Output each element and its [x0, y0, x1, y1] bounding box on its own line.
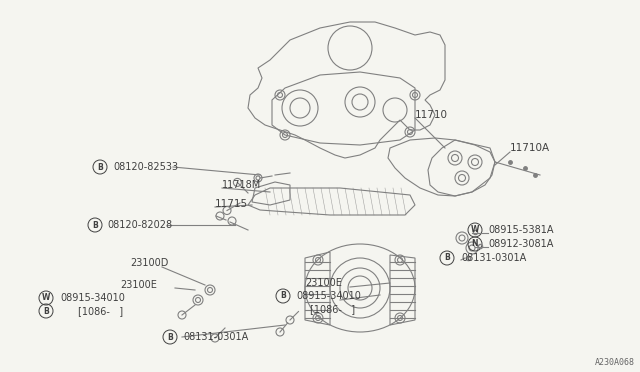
Text: 08131-0301A: 08131-0301A: [183, 332, 248, 342]
Text: [1086-   ]: [1086- ]: [310, 304, 355, 314]
Text: 23100E: 23100E: [305, 278, 342, 288]
Text: W: W: [42, 294, 50, 302]
Text: B: B: [167, 333, 173, 341]
Text: 11710A: 11710A: [510, 143, 550, 153]
Text: 08131-0301A: 08131-0301A: [461, 253, 526, 263]
Text: 08915-5381A: 08915-5381A: [488, 225, 554, 235]
Text: 11715: 11715: [215, 199, 248, 209]
Text: N: N: [472, 240, 478, 248]
Text: 08120-82028: 08120-82028: [107, 220, 172, 230]
Text: [1086-   ]: [1086- ]: [78, 306, 123, 316]
Text: 23100D: 23100D: [130, 258, 168, 268]
Text: B: B: [280, 292, 286, 301]
Text: 08912-3081A: 08912-3081A: [488, 239, 554, 249]
Text: 11710: 11710: [415, 110, 448, 120]
Text: B: B: [97, 163, 103, 171]
Text: 08915-34010: 08915-34010: [296, 291, 361, 301]
Text: 08120-82533: 08120-82533: [113, 162, 178, 172]
Text: W: W: [471, 225, 479, 234]
Text: B: B: [444, 253, 450, 263]
Text: 23100E: 23100E: [120, 280, 157, 290]
Text: B: B: [92, 221, 98, 230]
Text: B: B: [43, 307, 49, 315]
Text: A230A068: A230A068: [595, 358, 635, 367]
Text: 11718M: 11718M: [222, 180, 261, 190]
Text: 08915-34010: 08915-34010: [60, 293, 125, 303]
